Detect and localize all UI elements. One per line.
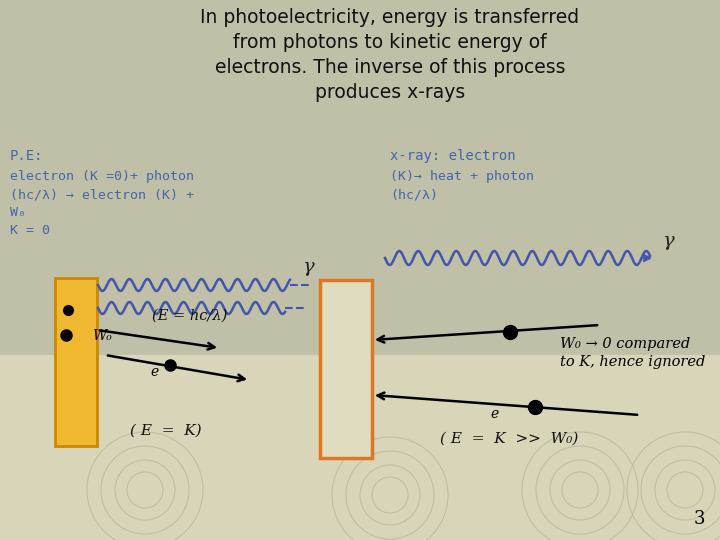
Text: (hc/λ): (hc/λ) bbox=[390, 188, 438, 201]
Text: 3: 3 bbox=[693, 510, 705, 528]
Text: (E = hc/λ): (E = hc/λ) bbox=[152, 309, 228, 323]
Bar bbox=[55, 278, 97, 446]
Text: electron (K =0)+ photon: electron (K =0)+ photon bbox=[10, 170, 194, 183]
Bar bbox=[320, 280, 372, 458]
Text: W₀: W₀ bbox=[92, 329, 112, 343]
Text: K = 0: K = 0 bbox=[10, 224, 50, 237]
Text: γ: γ bbox=[662, 232, 674, 250]
Text: to K, hence ignored: to K, hence ignored bbox=[560, 355, 706, 369]
Text: W₀: W₀ bbox=[10, 206, 26, 219]
Text: e: e bbox=[490, 407, 498, 421]
Text: γ: γ bbox=[302, 258, 314, 276]
Text: (hc/λ) → electron (K) +: (hc/λ) → electron (K) + bbox=[10, 188, 194, 201]
Bar bbox=[0, 355, 720, 540]
Bar bbox=[320, 280, 372, 458]
Text: ( E  =  K  >>  W₀): ( E = K >> W₀) bbox=[440, 432, 578, 446]
Text: ( E  =  K): ( E = K) bbox=[130, 424, 202, 438]
Text: x-ray: electron: x-ray: electron bbox=[390, 149, 516, 163]
Text: In photoelectricity, energy is transferred
from photons to kinetic energy of
ele: In photoelectricity, energy is transferr… bbox=[200, 8, 580, 102]
Text: P.E:: P.E: bbox=[10, 149, 43, 163]
Text: W₀ → 0 compared: W₀ → 0 compared bbox=[560, 337, 690, 351]
Bar bbox=[55, 278, 97, 446]
Text: (K)→ heat + photon: (K)→ heat + photon bbox=[390, 170, 534, 183]
Text: e: e bbox=[150, 365, 158, 379]
